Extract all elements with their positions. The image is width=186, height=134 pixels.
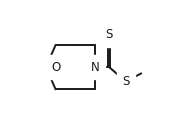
Text: N: N <box>90 61 99 74</box>
Text: O: O <box>51 61 60 74</box>
Text: S: S <box>106 28 113 41</box>
Text: S: S <box>122 75 129 88</box>
